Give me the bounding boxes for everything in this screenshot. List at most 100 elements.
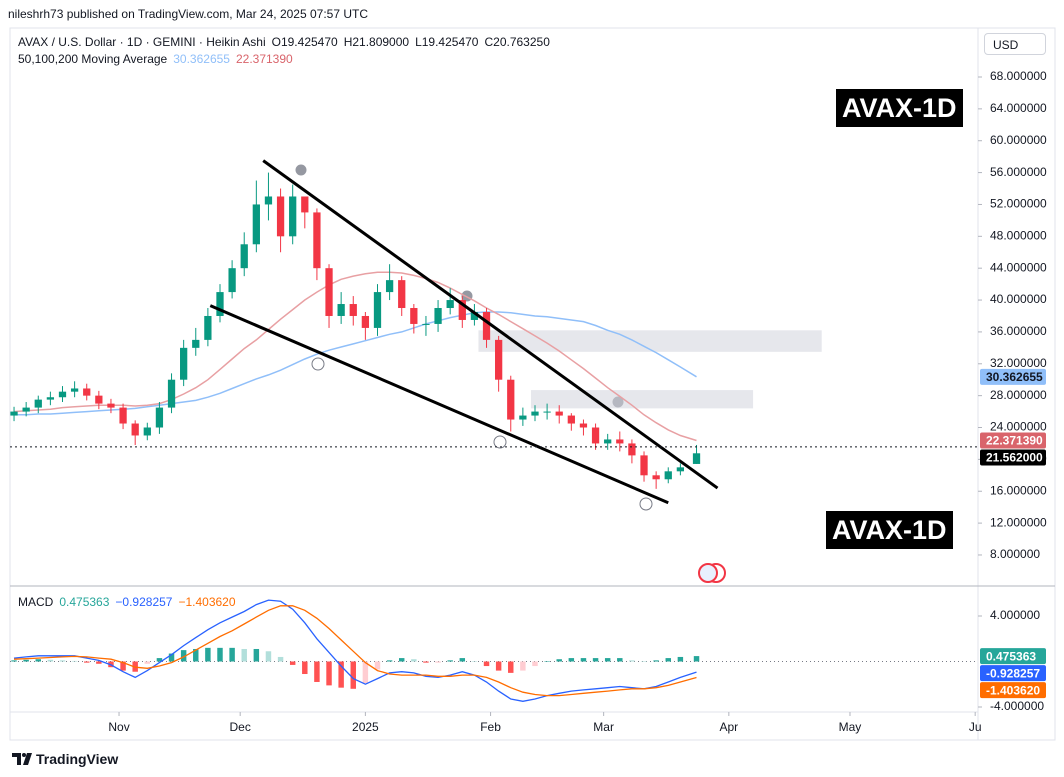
- trendline: [209, 304, 669, 505]
- y-tick-label: 52.000000: [990, 197, 1047, 211]
- candle-body: [652, 475, 660, 480]
- candle-body: [337, 304, 345, 316]
- y-tick-label: 60.000000: [990, 133, 1047, 147]
- marker: [311, 357, 325, 371]
- candle-body: [180, 347, 188, 380]
- histogram-bar: [326, 661, 332, 686]
- histogram-bar: [59, 660, 66, 662]
- x-tick-label: Mar: [593, 720, 614, 734]
- candle-body: [10, 411, 18, 416]
- histogram-bar: [617, 658, 623, 662]
- candle-body: [543, 411, 551, 413]
- histogram-bar: [289, 661, 296, 665]
- moving-average: [13, 271, 697, 442]
- histogram-bar: [241, 648, 247, 662]
- y-tick-label: -4.000000: [990, 699, 1044, 713]
- candle-body: [34, 399, 42, 408]
- candle-body: [240, 244, 248, 269]
- histogram-bar: [229, 647, 235, 662]
- y-tick-label: 56.000000: [990, 165, 1047, 179]
- candle-body: [70, 388, 79, 392]
- histogram-bar: [580, 658, 587, 662]
- candle-body: [591, 427, 600, 444]
- histogram-bar: [459, 658, 466, 662]
- price-tag-label: 30.362655: [986, 370, 1043, 384]
- zone: [478, 330, 822, 352]
- macd-line: [13, 605, 697, 697]
- price-tag-label: 22.371390: [986, 434, 1043, 448]
- price-tag: [980, 368, 1046, 385]
- histogram-bar: [168, 653, 175, 662]
- currency-button[interactable]: USD: [984, 33, 1046, 55]
- candle-body: [167, 379, 176, 408]
- histogram-bar: [374, 661, 381, 670]
- y-tick-label: 36.000000: [990, 324, 1047, 338]
- histogram-bar: [96, 661, 102, 664]
- candle-body: [628, 443, 636, 456]
- candle-body: [640, 455, 648, 476]
- candle-body: [119, 407, 127, 424]
- moving-average: [14, 311, 697, 416]
- x-tick-label: Apr: [719, 720, 738, 734]
- histogram-bar: [193, 648, 199, 662]
- histogram-bar: [47, 659, 54, 662]
- candle-body: [143, 427, 151, 436]
- marker: [493, 435, 507, 449]
- trendline: [262, 159, 719, 490]
- price-tag: [980, 432, 1046, 449]
- candle-body: [83, 388, 91, 396]
- histogram-bar: [350, 661, 356, 689]
- histogram-bar: [253, 648, 260, 662]
- legend-value: 30.362655: [173, 52, 230, 66]
- histogram-bar: [653, 660, 659, 662]
- macd-line: [13, 599, 697, 702]
- histogram-bar: [156, 658, 163, 662]
- histogram-bar: [423, 661, 429, 663]
- histogram-bar: [11, 660, 17, 662]
- y-tick-label: 4.000000: [990, 608, 1040, 622]
- candle-body: [482, 311, 491, 340]
- histogram-bar: [314, 661, 320, 682]
- x-tick-label: Feb: [480, 720, 501, 734]
- macd-legend: MACD 0.475363 −0.928257 −1.403620: [18, 595, 236, 609]
- histogram-bar: [693, 656, 700, 662]
- candle-body: [664, 471, 672, 480]
- y-tick-label: 48.000000: [990, 228, 1047, 242]
- candle-body: [349, 304, 357, 316]
- price-tag-label: -1.403620: [986, 683, 1040, 697]
- candle-body: [313, 212, 321, 269]
- histogram-bar: [677, 656, 684, 662]
- candle-body: [264, 196, 273, 205]
- candle-body: [22, 407, 30, 412]
- y-tick-label: 68.000000: [990, 69, 1047, 83]
- legend-value: 0.475363: [59, 595, 110, 609]
- histogram-bar: [508, 661, 514, 673]
- histogram-bar: [520, 661, 526, 671]
- price-tag-label: 0.475363: [986, 649, 1036, 663]
- marker: [294, 163, 308, 177]
- histogram-bar: [180, 650, 187, 662]
- candle-body: [385, 280, 394, 293]
- histogram-bar: [144, 661, 151, 664]
- price-tag-label: 21.562000: [986, 451, 1043, 465]
- candle-body: [301, 196, 309, 213]
- candle-body: [519, 415, 527, 420]
- histogram-bar: [205, 647, 211, 662]
- histogram-bar: [302, 661, 308, 675]
- legend-ohlc: O19.425470: [271, 35, 338, 49]
- legend-value: 22.371390: [235, 52, 293, 66]
- legend-value: −1.403620: [178, 595, 236, 609]
- candle-body: [107, 403, 115, 408]
- candle-body: [410, 308, 418, 324]
- histogram-bar: [411, 659, 417, 662]
- candle-body: [192, 339, 200, 348]
- candle-body: [579, 423, 588, 428]
- histogram-bar: [629, 660, 635, 662]
- histogram-bar: [665, 658, 671, 662]
- histogram-bar: [71, 660, 78, 662]
- candle-body: [325, 268, 333, 316]
- brand: TradingView: [12, 751, 118, 767]
- x-tick-label: 2025: [352, 720, 379, 734]
- histogram-bar: [398, 658, 405, 662]
- legend-title: MACD: [18, 595, 54, 609]
